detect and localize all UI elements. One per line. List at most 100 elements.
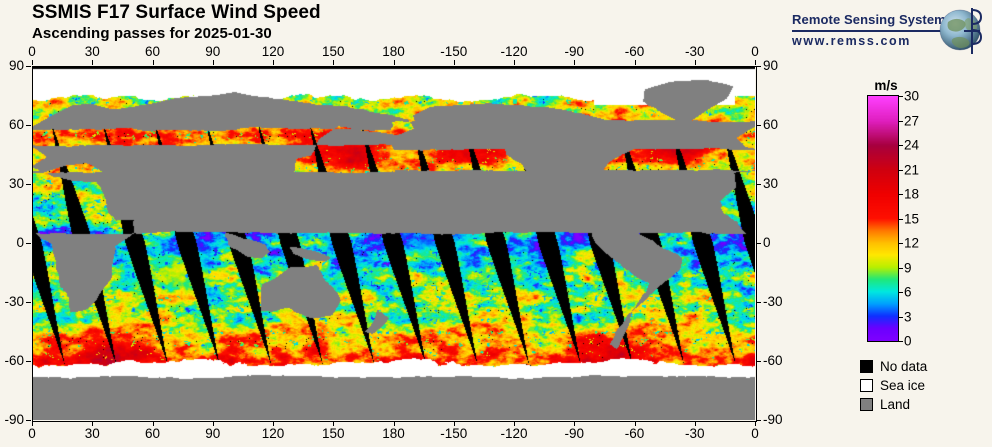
legend-swatch [860,379,873,392]
colorbar-tick [898,341,903,342]
y-axis-tick [756,125,761,126]
x-axis-tick [514,60,515,65]
x-axis-tick [393,60,395,65]
colorbar-tick-label: 27 [904,113,920,128]
colorbar-tick-label: 21 [904,162,920,177]
legend-label: Sea ice [880,378,926,393]
title-block: SSMIS F17 Surface Wind Speed Ascending p… [32,2,321,43]
x-axis-label-bottom: 150 [321,426,345,441]
x-axis-label-bottom: -30 [684,426,705,441]
wind-speed-heatmap[interactable] [32,66,755,420]
y-axis-label-right: -30 [763,294,783,309]
page-subtitle: Ascending passes for 2025-01-30 [32,25,272,42]
map-plot-area[interactable] [32,66,757,422]
colorbar-tick [898,169,903,171]
x-axis-tick [92,421,94,426]
legend-label: Land [880,397,911,412]
colorbar-tick-label: 9 [904,260,912,275]
y-axis-tick [26,361,31,362]
colorbar-tick [898,96,903,97]
colorbar-tick [898,194,903,195]
y-axis-label-right: 30 [763,176,779,191]
legend-item: Land [860,395,927,414]
y-axis-label-left: 30 [8,176,24,191]
colorbar-tick [898,316,903,318]
page-title: SSMIS F17 Surface Wind Speed [32,2,321,23]
colorbar-gradient [868,96,898,341]
x-axis-tick [574,421,576,426]
x-axis-label-top: -90 [564,44,585,59]
y-axis-label-right: 0 [763,235,771,250]
colorbar-tick-label: 12 [904,235,920,251]
logo-organization: Remote Sensing Systems [792,12,954,27]
x-axis-label-top: 0 [751,44,759,59]
legend-item: No data [860,357,927,376]
x-axis-tick [694,60,696,65]
x-axis-label-bottom: 0 [751,426,759,441]
x-axis-label-top: -150 [440,44,468,59]
legend-label: No data [880,359,928,374]
x-axis-tick [152,60,154,65]
x-axis-tick [634,60,636,65]
y-axis-tick [756,243,761,244]
x-axis-tick [32,421,33,426]
x-axis-tick [634,421,636,426]
x-axis-label-top: 150 [321,44,345,59]
x-axis-label-top: 60 [144,44,161,59]
colorbar-tick-label: 18 [904,186,920,202]
x-axis-label-bottom: 90 [205,426,221,441]
y-axis-tick [756,302,761,303]
y-axis-label-left: 60 [8,117,24,132]
y-axis-label-left: -30 [4,294,24,309]
colorbar-tick [898,145,903,146]
y-axis-tick [26,302,31,303]
colorbar-tick-label: 6 [904,284,912,300]
colorbar-tick-label: 15 [904,211,920,226]
x-axis-label-bottom: 30 [84,426,100,441]
x-axis-label-bottom: 60 [144,426,161,441]
map-legend: No data Sea ice Land [860,357,927,414]
colorbar-tick-label: 30 [904,88,920,104]
x-axis-label-top: -30 [684,44,705,59]
colorbar-unit-label: m/s [874,78,898,93]
colorbar-tick [898,292,903,293]
y-axis-label-left: -90 [4,412,24,427]
x-axis-tick [333,421,335,426]
colorbar-tick-label: 3 [904,309,912,324]
x-axis-tick [212,421,214,426]
legend-swatch [860,360,873,373]
y-axis-label-right: 90 [763,58,779,73]
colorbar-tick-label: 0 [904,333,912,349]
colorbar-tick [898,243,903,244]
globe-icon [939,8,983,54]
x-axis-label-bottom: -120 [500,426,528,441]
y-axis-tick [26,420,31,421]
x-axis-label-top: 90 [205,44,221,59]
logo-divider [792,30,944,32]
y-axis-label-right: -90 [763,412,783,427]
x-axis-tick [333,60,335,65]
colorbar-tick [898,267,903,269]
y-axis-tick [26,66,31,67]
y-axis-label-left: 90 [8,58,24,73]
x-axis-tick [273,60,274,65]
x-axis-label-top: 120 [261,44,285,59]
x-axis-tick [453,60,455,65]
y-axis-tick [26,184,31,185]
x-axis-tick [694,421,696,426]
x-axis-tick [453,421,455,426]
x-axis-tick [92,60,94,65]
logo-website: www.remss.com [792,34,911,48]
x-axis-label-bottom: 120 [261,426,285,441]
x-axis-label-top: -60 [624,44,645,59]
x-axis-label-top: 30 [84,44,100,59]
x-axis-tick [32,60,33,65]
x-axis-label-bottom: 0 [28,426,36,441]
x-axis-tick [212,60,214,65]
x-axis-label-bottom: -60 [624,426,645,441]
x-axis-tick [755,60,756,65]
x-axis-tick [152,421,154,426]
y-axis-label-left: 0 [16,235,24,250]
x-axis-label-top: -120 [500,44,528,59]
